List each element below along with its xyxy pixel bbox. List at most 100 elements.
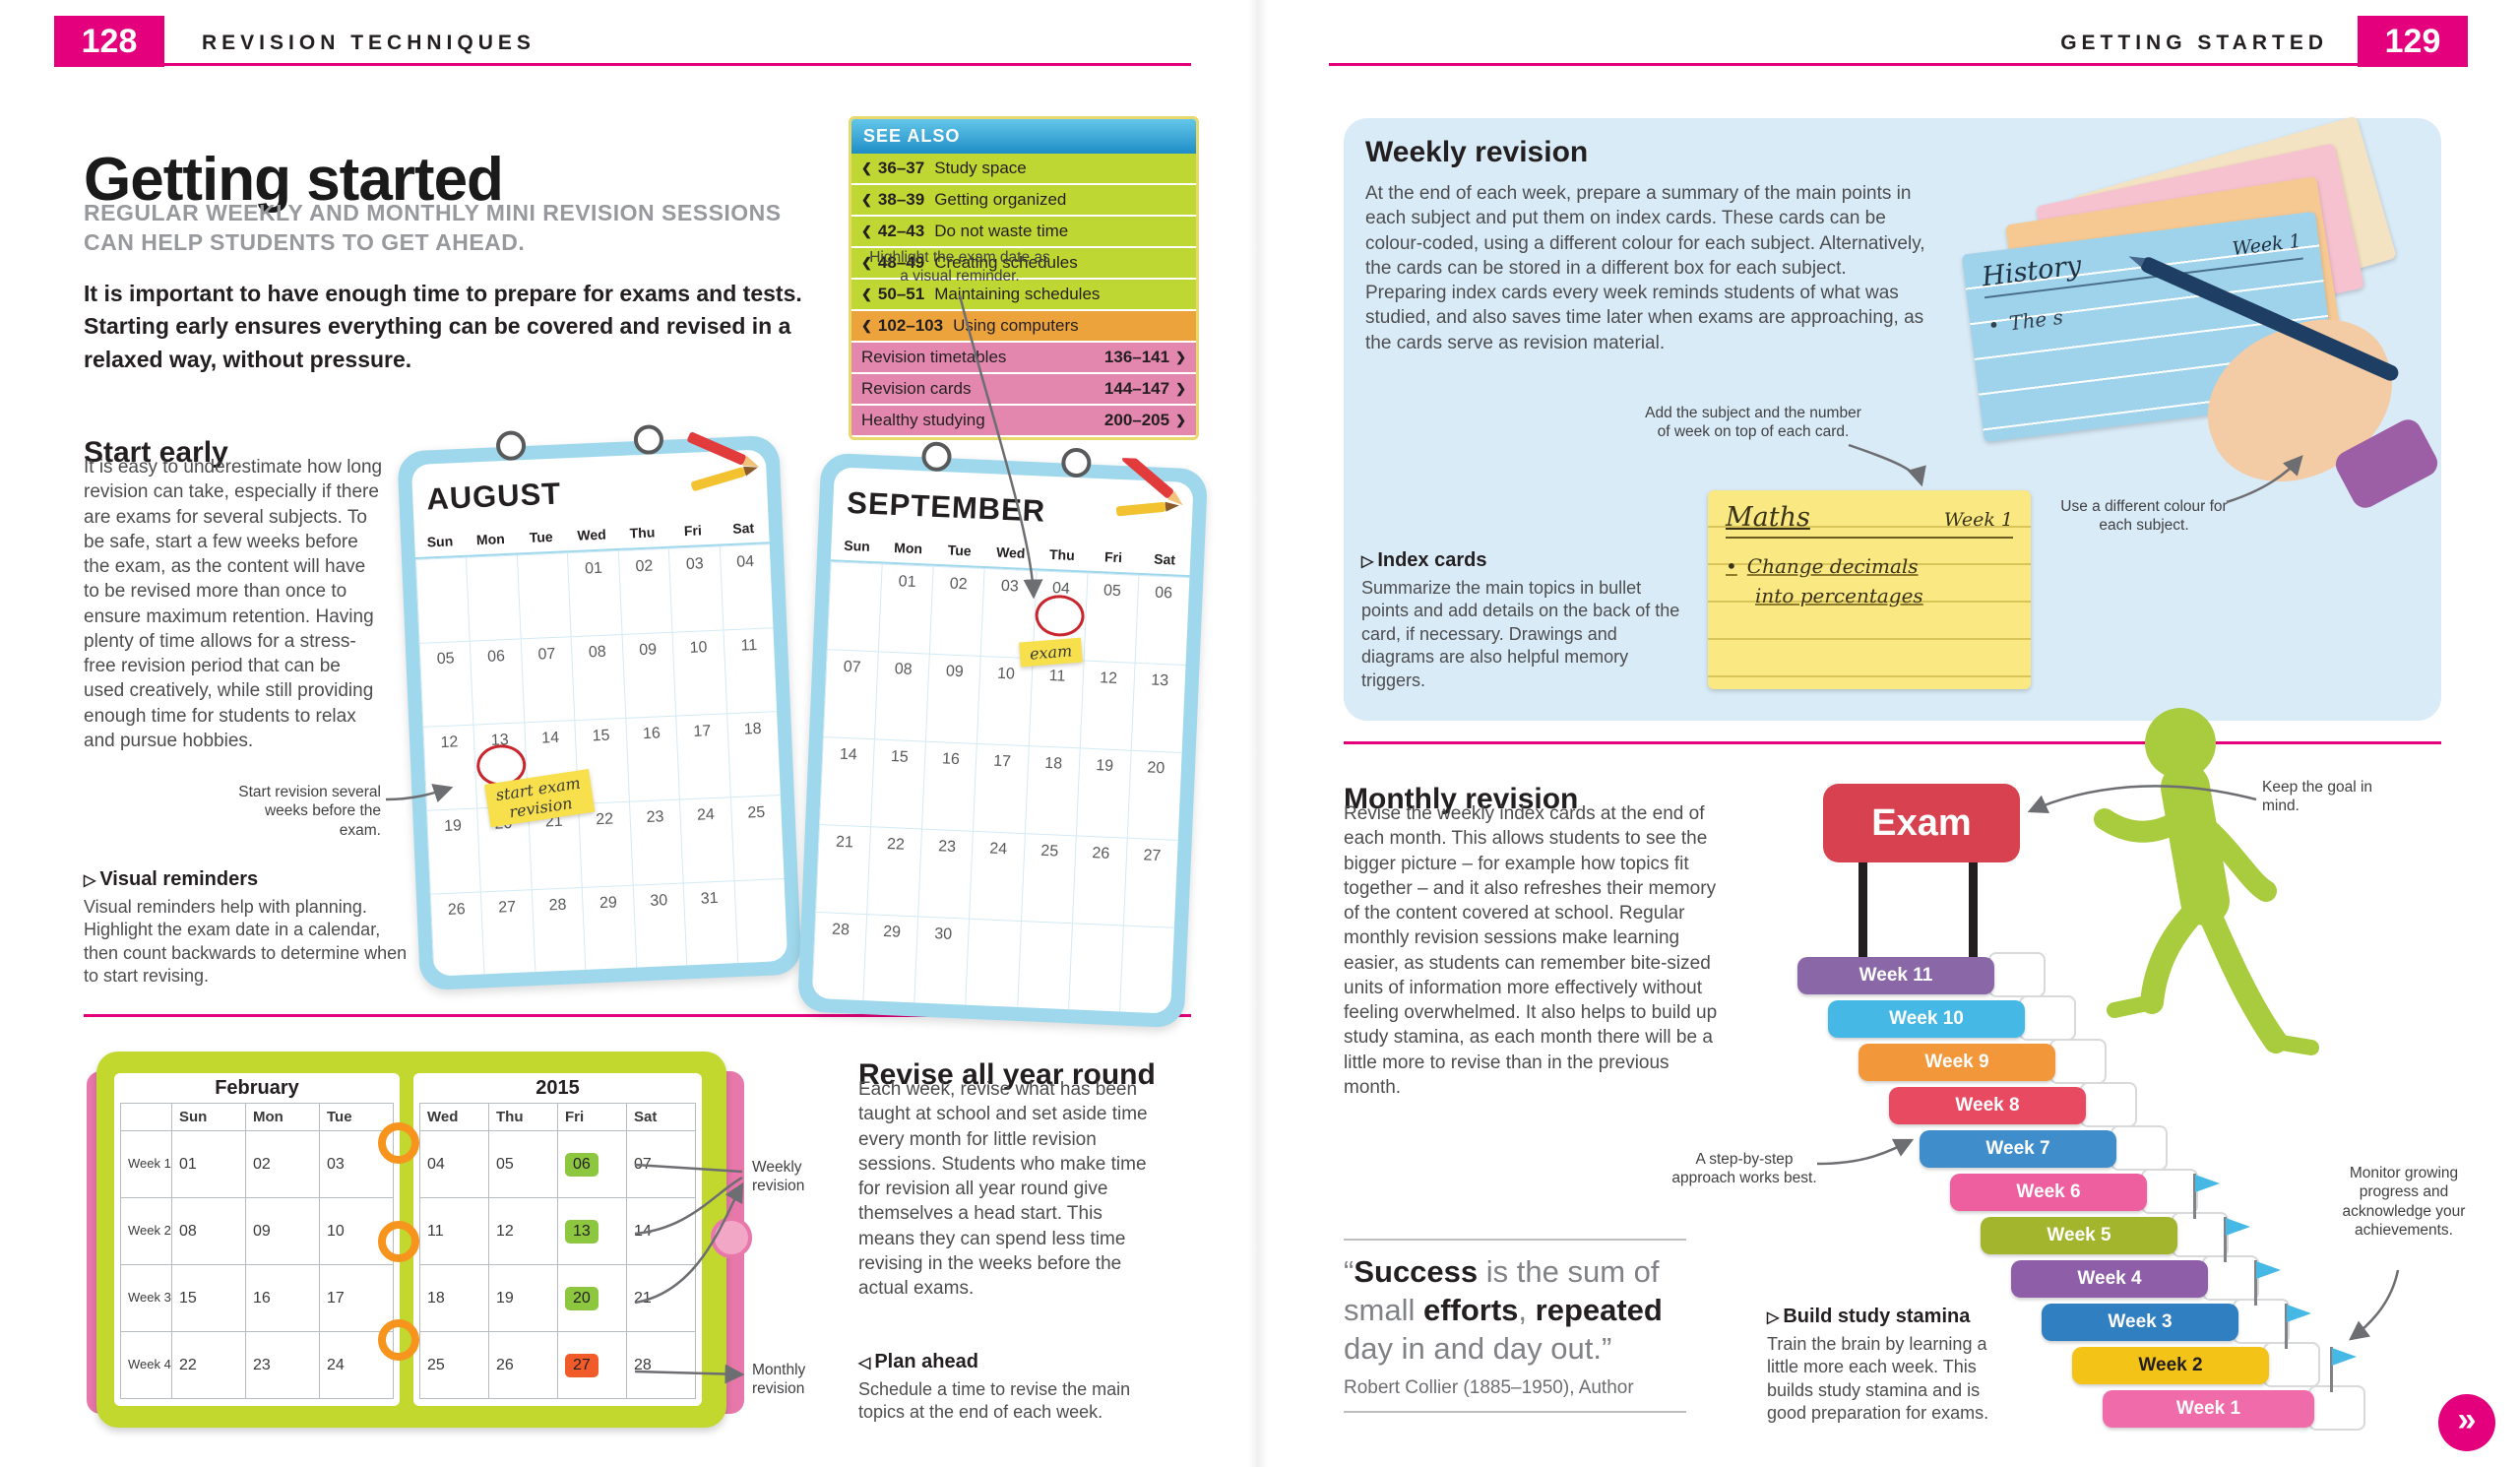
card-note: Change decimals [1746,554,1919,578]
step-by-step-callout: A step-by-step approach works best. [1671,1151,1817,1187]
highlight-exam-callout: Highlight the exam date as a visual remi… [869,249,1050,286]
see-also-pages: 42–43 [877,222,925,240]
calendar-date: 09 [925,653,981,743]
planner-date: 25 [420,1332,489,1399]
exam-note: exam [1019,637,1084,668]
calendar-date: 28 [811,911,867,1002]
left-section-title: REVISION TECHNIQUES [202,32,536,54]
planner-day-header: Mon [246,1104,320,1131]
calendar-date: 29 [862,914,918,1004]
add-subject-callout: Add the subject and the number of week o… [1645,405,1861,441]
step-edge [2233,1299,2290,1344]
planner-corner [121,1104,172,1131]
stair-step: Week 5 [1981,1217,2177,1254]
header-rule-right [1329,63,2358,66]
triangle-left-icon: ◁ [858,1355,871,1371]
weekday-label: Sat [1153,550,1176,568]
flag-triangle [2226,1218,2250,1236]
planner: February Sun Mon Tue Week 1 01 02 03 Week 2 08 09… [87,1052,752,1434]
flag-pole [2254,1260,2257,1306]
flag-triangle [2256,1261,2281,1279]
see-also-pages: 200–205 [1103,411,1170,429]
planner-day-header: Sun [172,1104,246,1131]
step-edge [2308,1385,2365,1431]
chevron-left-icon: ❮ [861,192,872,207]
calendar-date: 30 [914,916,970,1006]
calendar-date: 12 [1079,660,1135,750]
chevron-left-icon: ❮ [861,160,872,175]
calendar-september: SEPTEMBER Sun Mon Tue Wed Thu Fri Sat 01 02 03 04… [796,441,1209,1029]
planner-year-title: 2015 [536,1077,580,1099]
see-also-row: ❮ 36–37 Study space [851,154,1196,185]
revise-all-year-heading: Revise all year round [858,1057,1156,1091]
binder-ring-icon [1060,447,1092,478]
planner-date: 26 [489,1332,558,1399]
calendar-date: 11 [1028,658,1084,748]
stair-step: Week 11 [1797,957,1994,994]
see-also-pages: 48–49 [877,253,925,272]
caption-body: Train the brain by learning a little mor… [1767,1334,1989,1424]
flag-triangle [2332,1348,2357,1366]
maths-card: Maths Week 1 • Change decimals into perce… [1708,490,2031,689]
card-week: Week 1 [1943,509,2013,531]
sign-post [1858,859,1867,961]
calendar-date: 17 [973,742,1029,834]
chevron-left-icon: ❮ [861,255,872,270]
planner-date: 08 [172,1198,246,1265]
see-also-label: Do not waste time [934,222,1069,240]
caption-body: Summarize the main topics in bullet poin… [1361,578,1680,690]
keep-goal-callout: Keep the goal in mind. [2262,779,2373,815]
standfirst: REGULAR WEEKLY AND MONTHLY MINI REVISION… [84,200,782,255]
weekly-highlight: 20 [565,1286,598,1310]
chevron-left-icon: ❮ [861,287,872,301]
quote-segment: day in and day out.” [1344,1331,1612,1367]
calendar-date: 21 [815,823,871,915]
see-also-label: Healthy studying [861,411,985,429]
weekly-highlight: 13 [565,1219,598,1244]
calendar-date: 19 [1075,747,1131,838]
step-edge [2172,1212,2229,1257]
calendar-date: 16 [921,740,977,831]
weekly-revision-callout: Weekly revision [752,1159,805,1195]
planner-date: 16 [246,1265,320,1332]
climbing-figure-illustration [2094,708,2319,1055]
planner-week-label: Week 2 [121,1198,172,1265]
monthly-highlight: 27 [565,1353,598,1377]
see-also-row: ❮ 38–39 Getting organized [851,185,1196,217]
stair-step: Week 1 [2103,1390,2314,1428]
binder-ring-icon [378,1221,419,1262]
calendar-date: 01 [877,563,933,654]
step-edge [2049,1039,2107,1084]
see-also-pages: 50–51 [877,285,925,303]
caption-heading: Plan ahead [874,1351,978,1372]
card-note: into percentages [1755,584,1923,607]
visual-reminders-caption: ▷ Visual reminders Visual reminders help … [84,868,409,989]
quote-text: “Success is the sum of small efforts, re… [1344,1252,1686,1368]
right-section-title: GETTING STARTED [2060,32,2328,54]
quote-segment: repeated [1535,1293,1663,1328]
caption-heading: Index cards [1377,549,1487,571]
see-also-pages: 102–103 [877,316,944,335]
see-also-label: Getting organized [934,190,1067,209]
caption-heading: Visual reminders [99,868,259,890]
plan-ahead-caption: ◁ Plan ahead Schedule a time to revise th… [858,1351,1154,1425]
calendar-date: 23 [917,828,974,919]
next-page-button[interactable]: » [2438,1394,2495,1451]
planner-date: 13 [558,1198,627,1265]
calendar-date: 18 [1024,745,1080,836]
intro-paragraph: It is important to have enough time to p… [84,281,802,372]
start-early-body: It is easy to underestimate how long rev… [84,457,383,751]
calendar-date: 10 [976,655,1033,746]
planner-date: 27 [558,1332,627,1399]
planner-week-label: Week 4 [121,1332,172,1399]
pencil-icon [687,432,760,491]
quote-segment: efforts [1422,1293,1519,1328]
pencil-icon [1116,457,1183,517]
revise-all-year-body: Each week, revise what has been taught a… [858,1079,1148,1300]
planner-week-label: Week 3 [121,1265,172,1332]
index-cards-caption: ▷ Index cards Summarize the main topics i… [1361,549,1691,692]
planner-day-header: Thu [489,1104,558,1131]
planner-day-header: Fri [558,1104,627,1131]
planner-date: 18 [420,1265,489,1332]
